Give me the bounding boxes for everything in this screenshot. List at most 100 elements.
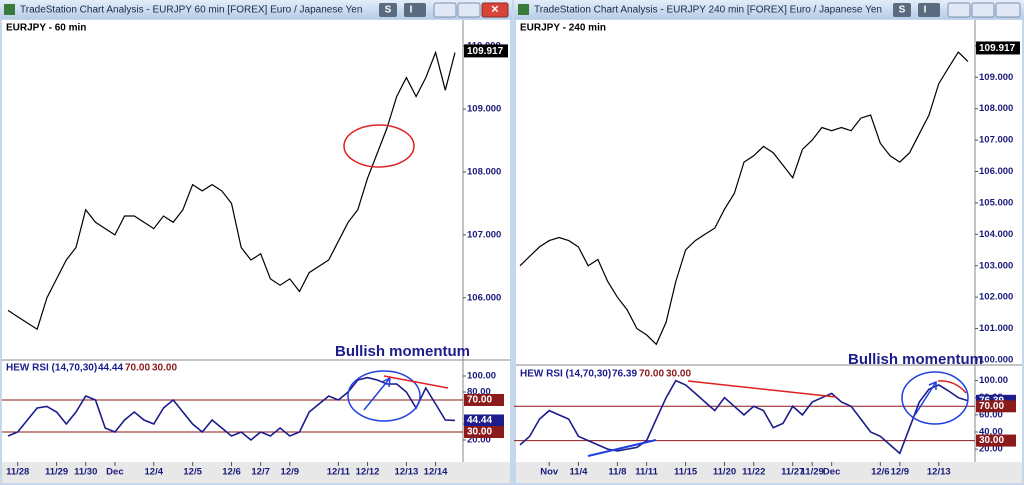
readout: 76.39 [612, 369, 637, 380]
y-tick-label: 106.000 [467, 292, 501, 303]
maximize[interactable] [457, 2, 481, 18]
close[interactable] [481, 2, 509, 18]
x-tick-label: 12/6 [222, 467, 241, 478]
x-tick-label: 12/11 [327, 467, 351, 478]
value-box-label: 44.44 [467, 415, 492, 426]
readout: 70.00 [639, 369, 664, 380]
x-tick-label: Dec [823, 467, 840, 478]
button-s[interactable] [379, 3, 397, 17]
series-line [7, 376, 456, 442]
last-value-label: 109.917 [467, 46, 504, 57]
annotation: Bullish momentum [848, 351, 983, 368]
readout: 44.44 [98, 363, 123, 374]
button-i[interactable] [404, 3, 426, 17]
x-tick-label: 11/11 [635, 467, 658, 478]
value-box-label: 30.00 [467, 427, 492, 438]
red-ellipse [343, 124, 415, 168]
app-icon [518, 4, 529, 15]
x-tick-label: 12/9 [891, 467, 910, 478]
x-tick-label: 11/15 [674, 467, 698, 478]
readout: 70.00 [125, 363, 150, 374]
y-tick-label: 102.000 [979, 292, 1013, 303]
window-right: TradeStation Chart Analysis - EURJPY 240… [514, 0, 1024, 485]
y-tick-label: 104.000 [979, 229, 1013, 240]
y-tick-label: 105.000 [979, 197, 1013, 208]
red-trend-line [687, 380, 837, 398]
last-value-label: 109.917 [979, 43, 1016, 54]
y-tick-label: 80.00 [467, 387, 491, 398]
minimize[interactable] [433, 2, 457, 18]
x-tick-label: 12/12 [356, 467, 380, 478]
x-tick-label: 11/27 [781, 467, 804, 478]
close-icon[interactable]: ✕ [491, 5, 499, 16]
y-tick-label: 109.000 [467, 104, 501, 115]
x-tick-label: 12/4 [145, 467, 164, 478]
last-value-box [464, 44, 508, 58]
overlays [343, 124, 969, 457]
x-tick-label: 12/5 [183, 467, 202, 478]
value-box [976, 400, 1016, 413]
y-tick-label: 108.000 [979, 103, 1013, 114]
button-s-label[interactable]: S [385, 5, 392, 16]
date-axis [2, 462, 510, 483]
button-i[interactable] [918, 3, 940, 17]
value-box [464, 394, 504, 406]
y-tick-label: 103.000 [979, 260, 1013, 271]
readout: 30.00 [152, 363, 177, 374]
button-s-label[interactable]: S [899, 5, 906, 16]
x-tick-label: 12/13 [927, 467, 951, 478]
button-i-label[interactable]: I [410, 5, 413, 16]
series-line [7, 50, 456, 331]
blue-arrow [914, 381, 937, 416]
value-box [976, 434, 1016, 447]
x-tick-label: 12/14 [424, 467, 448, 478]
value-box-label: 70.00 [979, 401, 1004, 412]
y-tick-label: 60.00 [979, 409, 1003, 420]
date-axis [516, 462, 1022, 483]
indicator-title: HEW RSI (14,70,30) [6, 363, 97, 374]
chart-layer: 106.000107.000108.000109.000110.000109.9… [2, 40, 1020, 478]
x-tick-label: 11/29 [801, 467, 824, 478]
chart-title: EURJPY - 60 min [6, 23, 86, 34]
window-title: TradeStation Chart Analysis - EURJPY 240… [534, 5, 882, 16]
value-box [464, 426, 504, 438]
indicator-title: HEW RSI (14,70,30) [520, 369, 611, 380]
series-line [519, 51, 969, 346]
y-tick-label: 20.00 [979, 444, 1003, 455]
x-tick-label: 12/9 [281, 467, 300, 478]
maximize[interactable] [971, 2, 995, 18]
x-tick-label: 11/20 [713, 467, 736, 478]
y-tick-label: 107.000 [979, 135, 1013, 146]
blue-trend-line [587, 439, 657, 457]
x-tick-label: 11/28 [6, 467, 29, 478]
blue-ellipse [901, 371, 969, 425]
y-tick-label: 109.000 [979, 72, 1013, 83]
arrow-head [381, 376, 391, 388]
value-box-label: 70.00 [467, 395, 492, 406]
annotation: Bullish momentum [335, 343, 470, 360]
x-tick-label: 12/7 [251, 467, 270, 478]
close[interactable] [995, 2, 1021, 18]
y-tick-label: 107.000 [467, 229, 501, 240]
x-tick-label: Dec [106, 467, 123, 478]
y-tick-label: 108.000 [467, 166, 501, 177]
x-tick-label: 11/22 [742, 467, 765, 478]
x-tick-label: 11/4 [569, 467, 588, 478]
y-tick-label: 106.000 [979, 166, 1013, 177]
button-s[interactable] [893, 3, 911, 17]
arrow-head [928, 380, 937, 390]
y-tick-label: 100.00 [467, 371, 496, 382]
y-tick-label: 20.00 [467, 435, 491, 446]
series-line [519, 379, 969, 455]
chart-area [516, 20, 1022, 462]
x-tick-label: 11/8 [608, 467, 626, 478]
x-tick-label: 11/30 [74, 467, 97, 478]
app-icon [4, 4, 15, 15]
minimize[interactable] [947, 2, 971, 18]
y-tick-label: 101.000 [979, 323, 1013, 334]
chart-title: EURJPY - 240 min [520, 23, 606, 34]
window-title: TradeStation Chart Analysis - EURJPY 60 … [20, 5, 362, 16]
button-i-label[interactable]: I [924, 5, 927, 16]
x-tick-label: 12/6 [871, 467, 890, 478]
